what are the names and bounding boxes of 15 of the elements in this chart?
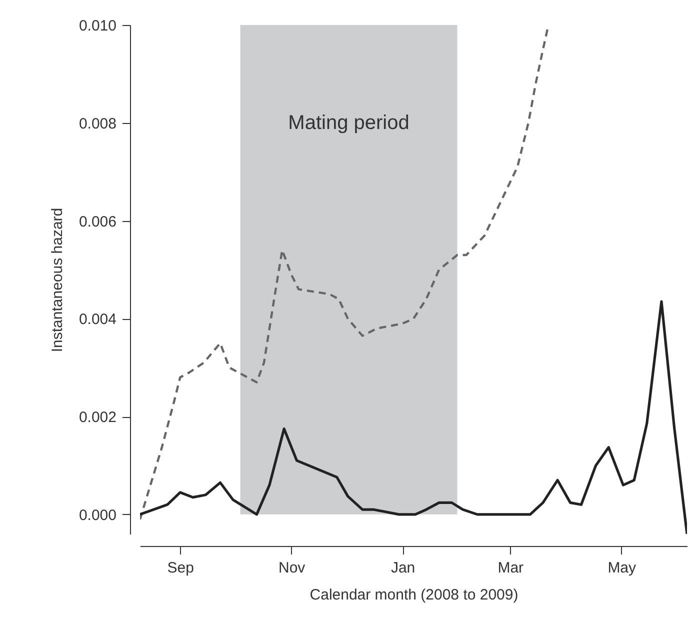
x-tick-label: Mar <box>498 560 524 576</box>
y-tick-label: 0.004 <box>78 311 116 328</box>
y-tick-label: 0.008 <box>78 115 116 132</box>
x-axis-title: Calendar month (2008 to 2009) <box>310 586 518 604</box>
band-label: Mating period <box>288 112 410 134</box>
y-tick-label: 0.006 <box>78 213 116 230</box>
x-tick-label: May <box>608 560 637 576</box>
x-tick-label: Sep <box>167 560 194 576</box>
y-tick-label: 0.010 <box>78 18 116 34</box>
line-series <box>140 300 687 534</box>
x-tick-label: Nov <box>278 560 306 576</box>
y-tick-label: 0.002 <box>78 409 116 426</box>
x-tick-label: Jan <box>390 560 416 576</box>
y-axis-title: Instantaneous hazard <box>48 208 66 352</box>
y-tick-label: 0.000 <box>78 506 116 524</box>
